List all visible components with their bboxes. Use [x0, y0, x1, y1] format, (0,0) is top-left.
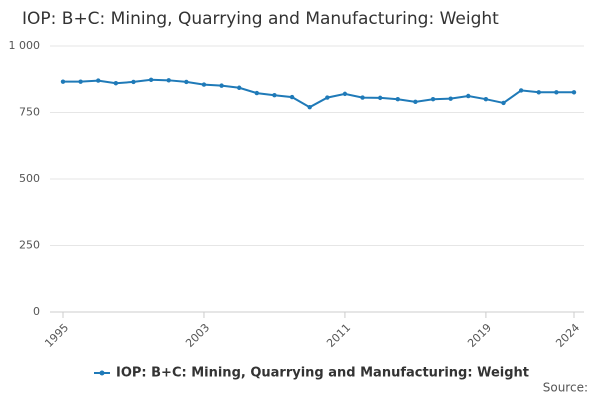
point [201, 82, 207, 87]
point [554, 90, 559, 95]
point [219, 83, 224, 88]
legend-label: IOP: B+C: Mining, Quarrying and Manufact… [116, 366, 529, 381]
point [148, 77, 154, 82]
point [131, 79, 136, 85]
x-tick-label: 2003 [183, 321, 212, 350]
point [430, 97, 436, 102]
point [360, 95, 365, 100]
x-tick-label: 2011 [324, 321, 353, 350]
point [166, 78, 171, 83]
point [395, 97, 400, 102]
line [63, 78, 574, 109]
chart-title: IOP: B+C: Mining, Quarrying and Manufact… [22, 9, 499, 29]
y-tick-label: 1 000 [9, 39, 41, 52]
y-tick-label: 750 [19, 106, 40, 119]
point [96, 78, 101, 83]
y-tick-label: 250 [19, 239, 40, 252]
point [60, 79, 66, 84]
source: Source: [543, 381, 588, 395]
legend-marker [99, 370, 105, 376]
point [113, 81, 119, 86]
point [254, 90, 260, 96]
point [448, 96, 453, 101]
point [518, 88, 524, 93]
y-tick-label: 500 [19, 172, 40, 185]
point [483, 97, 489, 102]
point [78, 79, 83, 84]
point [501, 100, 506, 106]
point [571, 90, 577, 95]
point [325, 95, 330, 100]
point [342, 91, 348, 97]
x-tick-label: 1995 [42, 321, 71, 350]
point [536, 90, 541, 95]
point [307, 104, 312, 110]
y-tick-label: 0 [33, 305, 40, 318]
point [413, 99, 418, 105]
x-tick-label: 2019 [465, 321, 494, 350]
point [289, 94, 295, 100]
x-tick-label: 2024 [553, 321, 582, 350]
point [272, 93, 277, 98]
point [377, 95, 383, 101]
point [466, 93, 471, 99]
point [237, 85, 242, 90]
point [184, 79, 189, 85]
